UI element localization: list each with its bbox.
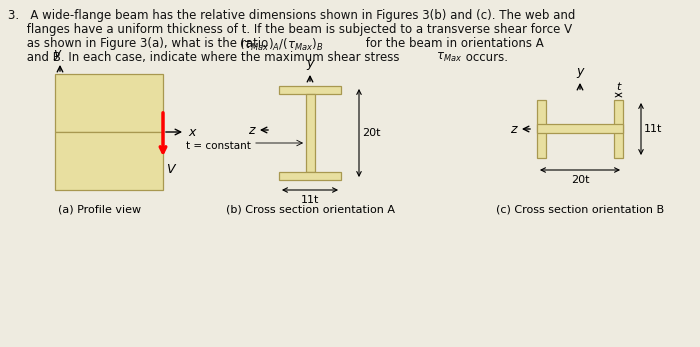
Text: 11t: 11t xyxy=(644,124,662,134)
Text: 20t: 20t xyxy=(362,128,381,138)
Text: $\tau_{Max}$: $\tau_{Max}$ xyxy=(436,51,462,64)
Text: 11t: 11t xyxy=(301,195,319,205)
Bar xyxy=(55,74,163,132)
Bar xyxy=(279,86,341,94)
Text: z: z xyxy=(248,124,255,136)
Bar xyxy=(55,132,163,190)
Text: $(\tau_{Max})_A/(\tau_{Max})_B$: $(\tau_{Max})_A/(\tau_{Max})_B$ xyxy=(239,37,323,53)
Bar xyxy=(614,100,623,158)
Text: occurs.: occurs. xyxy=(462,51,508,64)
Text: as shown in Figure 3(a), what is the ratio: as shown in Figure 3(a), what is the rat… xyxy=(8,37,272,50)
Text: 20t: 20t xyxy=(570,175,589,185)
Text: and B. In each case, indicate where the maximum shear stress: and B. In each case, indicate where the … xyxy=(8,51,403,64)
Text: (c) Cross section orientation B: (c) Cross section orientation B xyxy=(496,204,664,214)
Text: x: x xyxy=(188,126,195,138)
Bar xyxy=(537,124,623,133)
Bar xyxy=(279,172,341,180)
Text: t = constant: t = constant xyxy=(186,141,251,151)
Text: (a) Profile view: (a) Profile view xyxy=(58,204,141,214)
Bar xyxy=(306,94,315,172)
Bar xyxy=(537,100,546,158)
Text: V: V xyxy=(166,163,174,176)
Text: y: y xyxy=(576,65,584,78)
Text: flanges have a uniform thickness of t. If the beam is subjected to a transverse : flanges have a uniform thickness of t. I… xyxy=(8,23,572,36)
Text: z: z xyxy=(510,122,517,135)
Text: t: t xyxy=(616,82,620,92)
Text: y: y xyxy=(307,57,314,70)
Text: (b) Cross section orientation A: (b) Cross section orientation A xyxy=(225,204,395,214)
Text: 3.   A wide-flange beam has the relative dimensions shown in Figures 3(b) and (c: 3. A wide-flange beam has the relative d… xyxy=(8,9,575,22)
Text: for the beam in orientations A: for the beam in orientations A xyxy=(362,37,544,50)
Text: y: y xyxy=(53,47,61,60)
